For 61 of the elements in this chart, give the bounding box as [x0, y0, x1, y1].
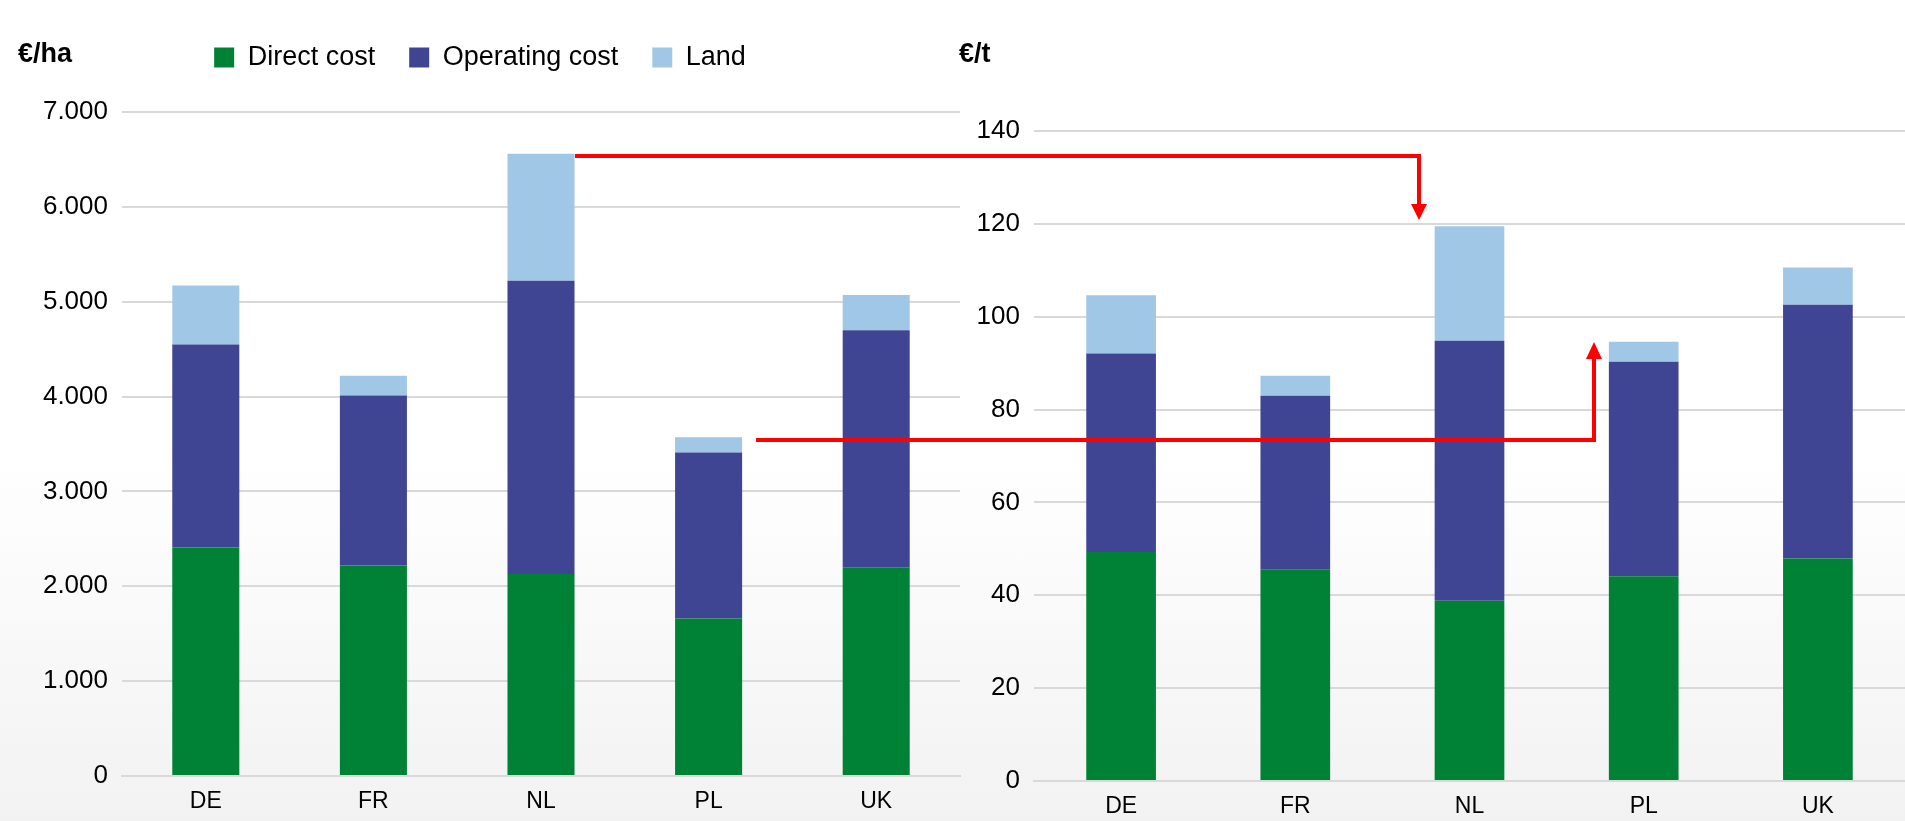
y-tick-label: 3.000 [42, 474, 108, 505]
y-tick-label: 80 [991, 392, 1020, 423]
x-tick-label: PL [1629, 792, 1658, 819]
bar [507, 280, 575, 574]
y-tick-label: 7.000 [42, 95, 108, 126]
y-tick-label: 0 [1005, 764, 1020, 795]
x-tick-label: DE [189, 787, 222, 814]
bar [1608, 341, 1679, 362]
x-tick-label: NL [1454, 792, 1485, 819]
bar [842, 330, 910, 568]
y-tick-label: 140 [976, 114, 1020, 145]
bar [1086, 353, 1156, 553]
y-axis-title: €/t [959, 38, 991, 68]
y-tick-label: 100 [976, 299, 1020, 330]
bar [675, 437, 743, 453]
bar [1783, 304, 1853, 559]
bar [842, 295, 910, 331]
x-tick-label: DE [1105, 792, 1138, 819]
y-tick-label: 4.000 [42, 379, 108, 410]
bar [339, 375, 407, 396]
bar [1260, 395, 1331, 570]
bar [339, 395, 407, 566]
y-tick-label: 120 [976, 207, 1020, 238]
bar [172, 547, 240, 775]
y-tick-label: 2.000 [42, 569, 108, 600]
bar [1434, 340, 1505, 601]
legend-label: Operating cost [442, 40, 619, 71]
bar [1608, 576, 1679, 780]
bar [507, 153, 575, 281]
bar [1260, 375, 1331, 396]
y-tick-label: 5.000 [42, 284, 108, 315]
x-tick-label: FR [1279, 792, 1311, 819]
y-tick-label: 60 [991, 485, 1020, 516]
bar [172, 344, 240, 548]
bar [1086, 552, 1156, 780]
bar [339, 565, 407, 775]
bar [172, 285, 240, 345]
bar [507, 573, 575, 775]
bar [675, 452, 743, 619]
bar [1434, 226, 1505, 341]
y-tick-label: 0 [93, 759, 108, 790]
y-tick-label: 1.000 [42, 664, 108, 695]
bar [1608, 361, 1679, 577]
y-tick-label: 20 [991, 671, 1020, 702]
x-tick-label: UK [860, 787, 893, 814]
legend-label: Land [685, 40, 746, 71]
bar [1783, 267, 1853, 305]
bar [1086, 295, 1156, 354]
legend-label: Direct cost [247, 40, 376, 71]
bar [842, 567, 910, 775]
x-tick-label: NL [526, 787, 556, 814]
y-axis-title: €/ha [18, 38, 74, 68]
x-tick-label: UK [1801, 792, 1835, 819]
bar [1434, 600, 1505, 780]
bar [1260, 569, 1331, 780]
y-tick-label: 6.000 [42, 190, 108, 221]
x-tick-label: FR [358, 787, 389, 814]
bar [1783, 558, 1853, 780]
y-tick-label: 40 [991, 578, 1020, 609]
x-tick-label: PL [694, 787, 723, 814]
bar [675, 618, 743, 775]
